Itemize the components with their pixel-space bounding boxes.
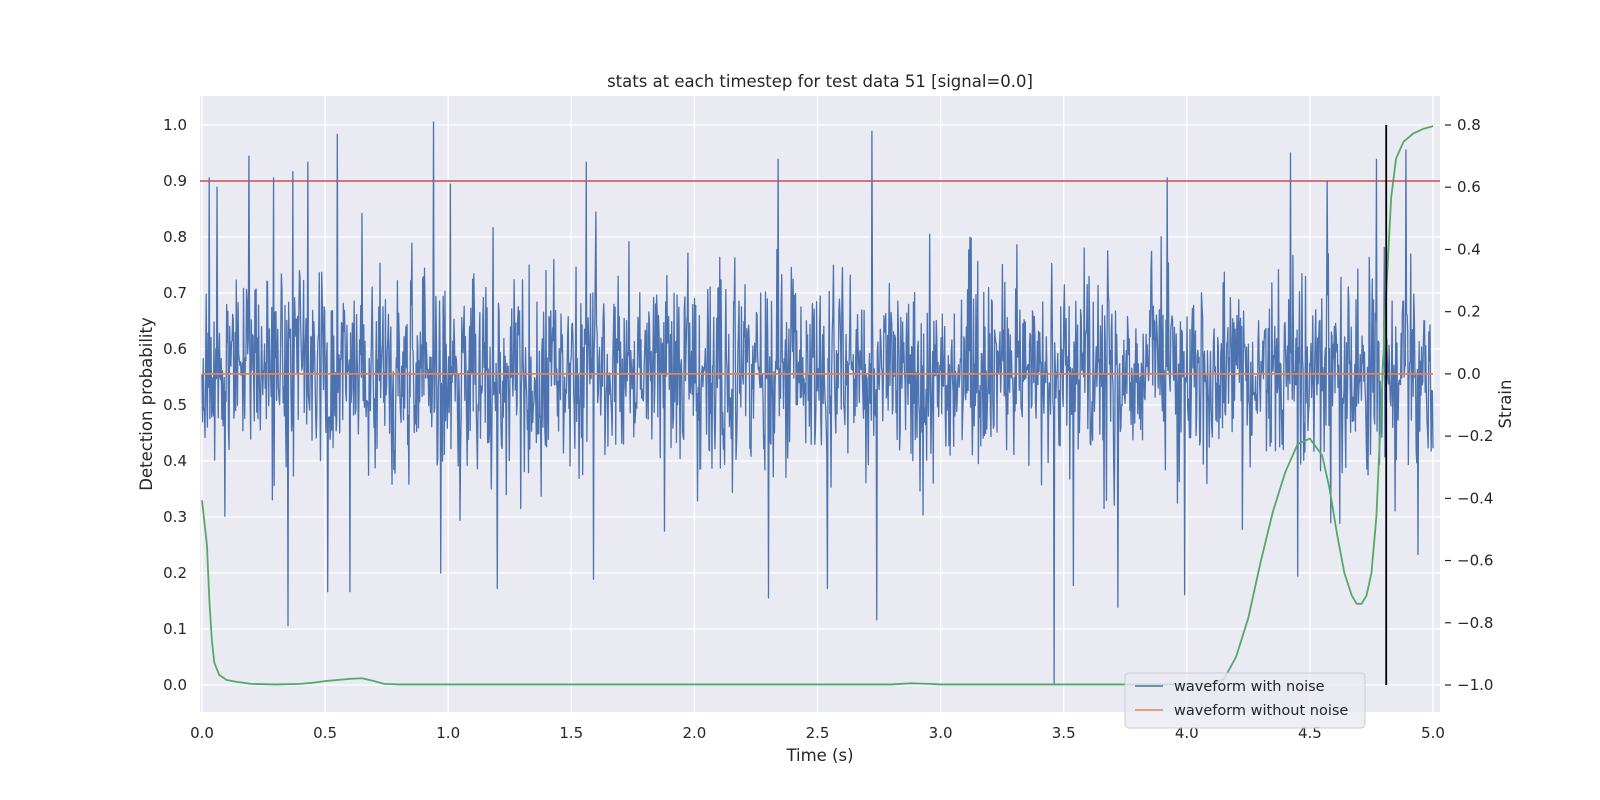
legend-label-noisy: waveform with noise [1174, 679, 1325, 695]
x-tick-label: 3.0 [929, 724, 953, 742]
x-tick-label: 2.5 [806, 724, 830, 742]
x-tick-label: 0.0 [190, 724, 214, 742]
x-tick-label: 2.0 [682, 724, 706, 742]
y2-tick-label: −0.2 [1457, 427, 1493, 445]
y2-tick-label: 0.0 [1457, 365, 1481, 383]
y-axis-title: Detection probability [137, 317, 156, 491]
y2-tick-label: 0.2 [1457, 303, 1481, 321]
x-tick-label: 3.5 [1052, 724, 1076, 742]
y2-axis-title: Strain [1496, 380, 1515, 429]
x-tick-label: 0.5 [313, 724, 337, 742]
noisy-waveform-line [201, 121, 1434, 686]
plot-area [200, 96, 1440, 712]
y-tick-label: 0.5 [163, 396, 187, 414]
y2-tick-label: 0.4 [1457, 240, 1481, 258]
y2-tick-label: −0.4 [1457, 489, 1493, 507]
ticks: 0.0 0.5 1.0 1.5 2.0 2.5 3.0 3.5 4.0 4.5 5.00.00.10… [163, 116, 1493, 742]
legend-label-clean: waveform without noise [1174, 703, 1348, 719]
y-tick-label: 0.9 [163, 172, 187, 190]
x-tick-label: 5.0 [1421, 724, 1445, 742]
legend-box [1124, 672, 1366, 729]
x-axis-title: Time (s) [785, 746, 853, 765]
y-tick-label: 0.2 [163, 564, 187, 582]
y-tick-label: 0.4 [163, 452, 187, 470]
y-tick-label: 1.0 [163, 116, 187, 134]
y-tick-label: 0.6 [163, 340, 187, 358]
x-tick-label: 1.0 [436, 724, 460, 742]
y-tick-label: 0.8 [163, 228, 187, 246]
y2-tick-label: −1.0 [1457, 676, 1493, 694]
y2-tick-label: 0.8 [1457, 116, 1481, 134]
legend: waveform with noise waveform without noi… [1124, 672, 1366, 729]
y2-tick-label: 0.6 [1457, 178, 1481, 196]
y-tick-label: 0.7 [163, 284, 187, 302]
x-tick-label: 1.5 [559, 724, 583, 742]
y2-tick-label: −0.8 [1457, 614, 1493, 632]
y2-tick-label: −0.6 [1457, 552, 1493, 570]
y-tick-label: 0.3 [163, 508, 187, 526]
chart-title: stats at each timestep for test data 51 … [607, 72, 1033, 91]
y-tick-label: 0.1 [163, 620, 187, 638]
y-tick-label: 0.0 [163, 676, 187, 694]
